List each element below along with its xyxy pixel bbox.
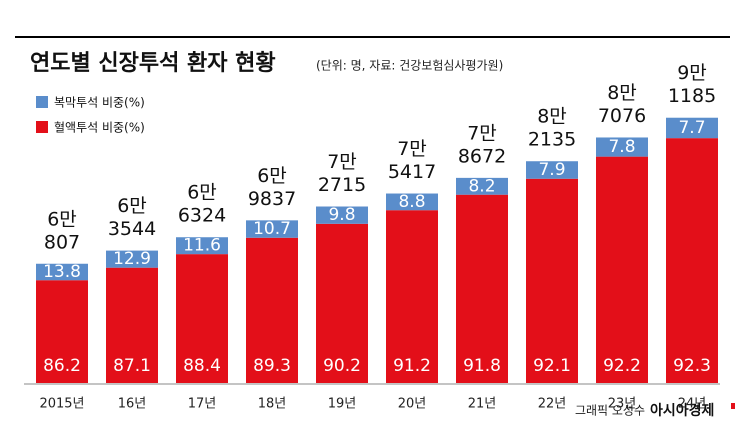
bar-segment: [456, 194, 508, 383]
total-label: 6만: [117, 195, 147, 217]
value-label: 88.4: [183, 356, 221, 376]
legend-label: 혈액투석 비중(%): [54, 121, 145, 135]
value-label: 7.9: [538, 160, 565, 180]
total-label: 6324: [178, 205, 226, 227]
total-label: 807: [44, 231, 80, 253]
credit: 그래픽 오성수: [575, 404, 645, 418]
value-label: 92.2: [603, 356, 641, 376]
x-tick-label: 22년: [538, 397, 567, 412]
value-label: 92.1: [533, 356, 571, 376]
value-label: 90.2: [323, 356, 361, 376]
total-label: 8672: [458, 145, 506, 167]
total-label: 8만: [537, 106, 567, 128]
x-tick-label: 21년: [468, 397, 497, 412]
total-label: 8만: [607, 82, 637, 104]
legend: 복막투석 비중(%) 혈액투석 비중(%): [36, 96, 145, 135]
total-label: 2715: [318, 174, 366, 196]
bar-segment: [176, 254, 228, 383]
total-label: 7만: [397, 138, 427, 160]
value-label: 91.8: [463, 356, 501, 376]
value-label: 89.3: [253, 356, 291, 376]
bar-segment: [316, 223, 368, 383]
legend-swatch: [36, 121, 48, 133]
x-tick-label: 2015년: [39, 397, 84, 412]
bar-segment: [176, 237, 228, 255]
publisher: 아시아경제: [650, 402, 714, 419]
x-tick-label: 18년: [258, 397, 287, 412]
bar-segment: [246, 220, 298, 238]
total-label: 6만: [187, 182, 217, 204]
legend-swatch: [36, 96, 48, 108]
value-label: 8.8: [398, 192, 425, 212]
total-label: 1185: [668, 85, 716, 107]
value-label: 7.8: [608, 137, 635, 157]
bar-segment: [106, 267, 158, 383]
value-label: 13.8: [43, 262, 81, 282]
total-label: 9837: [248, 188, 296, 210]
bar-segment: [386, 193, 438, 211]
total-label: 6만: [257, 165, 287, 187]
bar-segment: [36, 280, 88, 383]
value-label: 11.6: [183, 236, 221, 256]
chart-subtitle: (단위: 명, 자료: 건강보험심사평가원): [316, 59, 503, 73]
bar-segment: [36, 263, 88, 281]
value-label: 92.3: [673, 356, 711, 376]
value-label: 9.8: [328, 205, 355, 225]
value-label: 8.2: [468, 176, 495, 196]
bar-segment: [596, 137, 648, 157]
value-label: 10.7: [253, 219, 291, 239]
bar-segment: [316, 206, 368, 224]
bar-segment: [666, 117, 718, 139]
value-label: 12.9: [113, 249, 151, 269]
total-label: 6만: [47, 208, 77, 230]
bar-segment: [596, 156, 648, 383]
bar-segment: [106, 250, 158, 268]
x-tick-label: 17년: [188, 397, 217, 412]
value-label: 7.7: [678, 118, 705, 138]
bar-segment: [666, 138, 718, 383]
value-label: 87.1: [113, 356, 151, 376]
bar-segment: [526, 161, 578, 179]
legend-label: 복막투석 비중(%): [54, 96, 145, 110]
x-tick-label: 19년: [328, 397, 357, 412]
total-label: 9만: [677, 62, 707, 84]
chart-title: 연도별 신장투석 환자 현황: [30, 51, 276, 76]
value-label: 91.2: [393, 356, 431, 376]
bar-segment: [456, 177, 508, 195]
bar-segment: [386, 210, 438, 383]
publisher-mark: [731, 403, 735, 409]
x-tick-label: 23년: [608, 397, 637, 412]
total-label: 3544: [108, 218, 156, 240]
bar-segment: [526, 178, 578, 383]
total-label: 7076: [598, 105, 646, 127]
total-label: 2135: [528, 129, 576, 151]
x-tick-label: 16년: [118, 397, 147, 412]
total-label: 7만: [327, 151, 357, 173]
bar-segment: [246, 237, 298, 383]
total-label: 5417: [388, 161, 436, 183]
x-tick-label: 24년: [678, 397, 707, 412]
total-label: 7만: [467, 122, 497, 144]
x-tick-label: 20년: [398, 397, 427, 412]
value-label: 86.2: [43, 356, 81, 376]
